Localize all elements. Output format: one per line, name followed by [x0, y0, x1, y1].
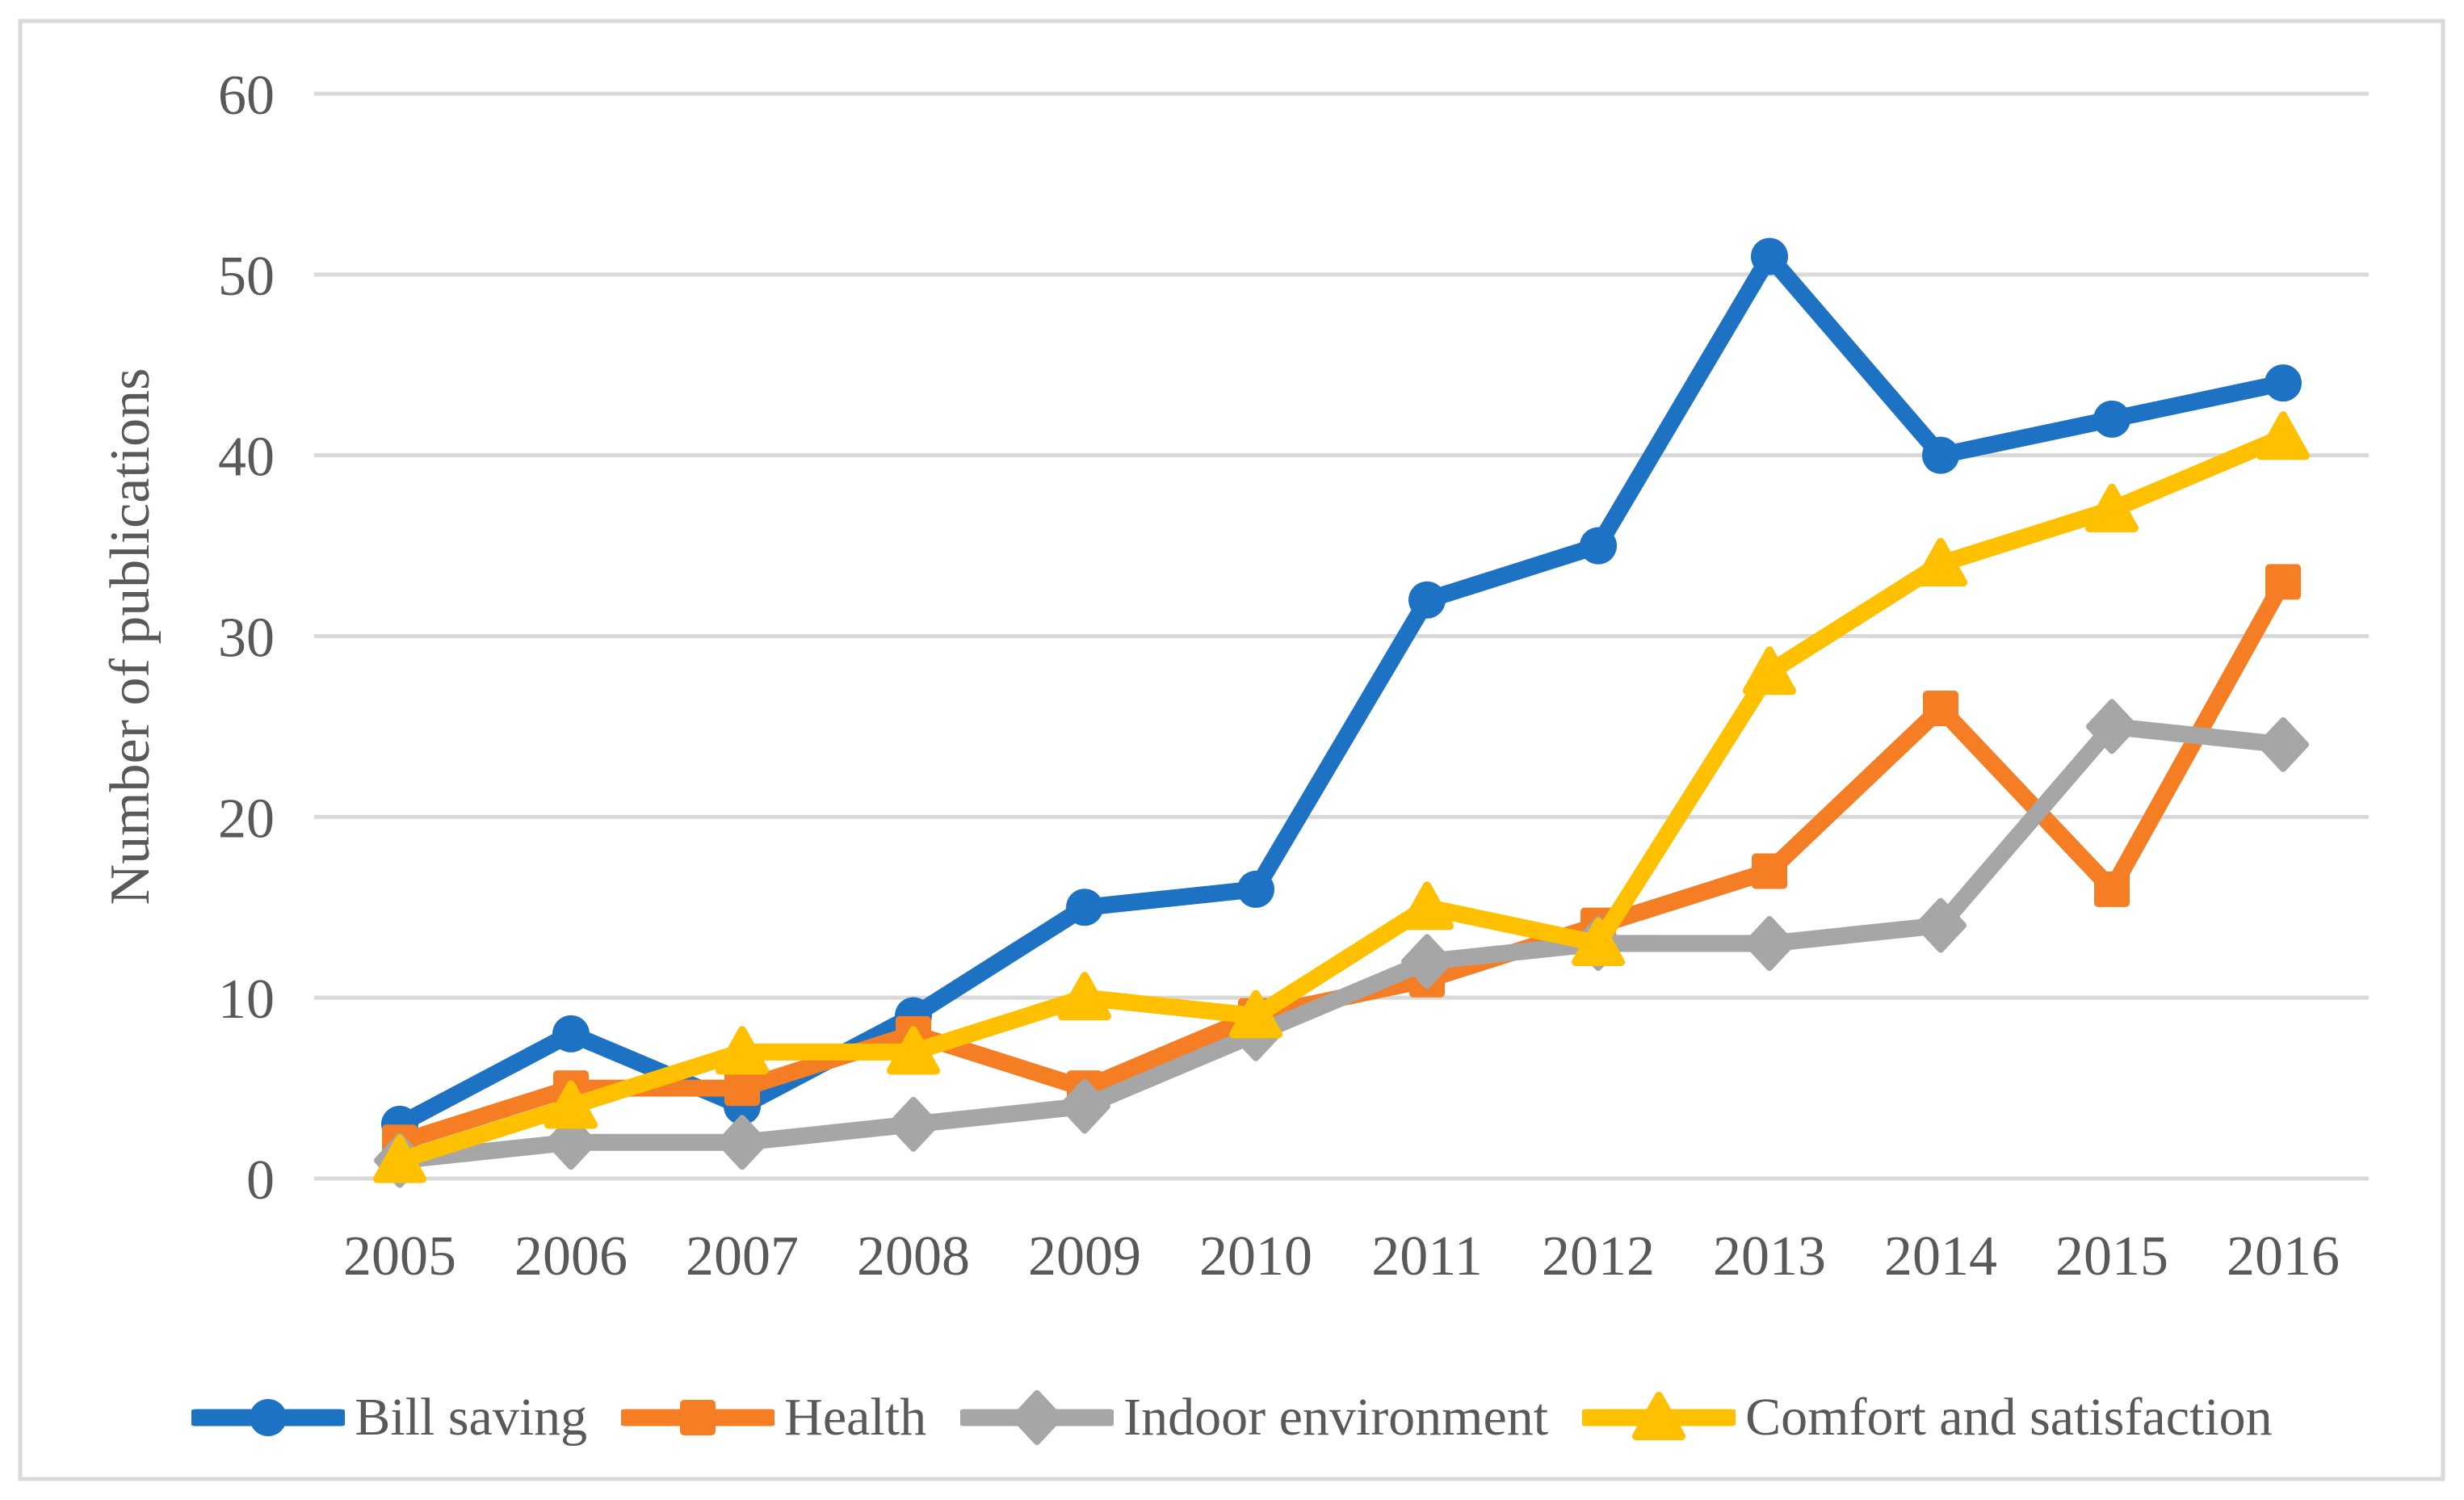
x-tick-label: 2016 [2227, 1225, 2340, 1288]
legend-marker-bill-saving-icon [191, 1399, 346, 1436]
marker-comfort-and-satisfaction [1058, 972, 1111, 1021]
marker-comfort-and-satisfaction [2085, 483, 2139, 532]
legend-marker-comfort-and-satisfaction [1632, 1392, 1686, 1440]
marker-bill-saving [1408, 581, 1446, 619]
marker-bill-saving [1237, 870, 1274, 908]
marker-comfort-and-satisfaction [373, 1134, 426, 1183]
y-tick-label: 50 [218, 246, 275, 308]
marker-indoor-environment [1401, 934, 1453, 989]
legend-item-indoor-environment: Indoor environment [960, 1389, 1548, 1446]
marker-indoor-environment [716, 1115, 768, 1170]
marker-comfort-and-satisfaction [1914, 537, 1967, 586]
x-tick-label: 2015 [2055, 1225, 2168, 1288]
marker-comfort-and-satisfaction [1743, 646, 1796, 695]
legend-label-health: Health [784, 1388, 927, 1447]
legend-marker-comfort-and-satisfaction-icon [1582, 1392, 1736, 1440]
marker-indoor-environment [888, 1096, 939, 1152]
series-bill-saving [381, 237, 2302, 1143]
marker-comfort-and-satisfaction [716, 1026, 769, 1075]
legend-marker-indoor-environment-icon [960, 1390, 1114, 1445]
legend-item-comfort-and-satisfaction: Comfort and satisfaction [1582, 1389, 2273, 1446]
legend-marker-indoor-environment [1011, 1390, 1064, 1445]
x-tick-label: 2008 [857, 1225, 970, 1288]
y-tick-label: 0 [246, 1149, 275, 1212]
x-tick-label: 2012 [1542, 1225, 1655, 1288]
y-tick-label: 30 [218, 607, 275, 670]
series-comfort-and-satisfaction [373, 411, 2310, 1183]
marker-indoor-environment [2257, 716, 2309, 772]
marker-indoor-environment [545, 1115, 597, 1170]
legend-marker-health-icon [621, 1400, 775, 1435]
marker-comfort-and-satisfaction [544, 1080, 598, 1129]
marker-bill-saving [1751, 237, 1788, 275]
legend-label-indoor-environment: Indoor environment [1123, 1388, 1549, 1447]
gridlines [314, 91, 2369, 1181]
marker-health [724, 1070, 760, 1107]
legend-marker-health [680, 1400, 716, 1435]
y-axis-tick-labels: 0 10 20 30 40 50 60 [218, 65, 275, 1212]
legend-label-bill-saving: Bill saving [355, 1388, 588, 1447]
y-tick-label: 40 [218, 426, 275, 489]
x-tick-label: 2013 [1713, 1225, 1826, 1288]
marker-health [1752, 853, 1787, 889]
x-tick-label: 2007 [686, 1225, 799, 1288]
x-tick-label: 2011 [1371, 1225, 1482, 1288]
marker-bill-saving [1580, 527, 1617, 565]
x-tick-label: 2005 [343, 1225, 456, 1288]
marker-bill-saving [2093, 400, 2130, 438]
x-tick-label: 2014 [1884, 1225, 1997, 1288]
legend: Bill saving Health Indoor environment Comfo… [0, 1373, 2464, 1462]
marker-comfort-and-satisfaction [1400, 881, 1454, 931]
x-tick-label: 2010 [1199, 1225, 1312, 1288]
series-line-indoor-environment [391, 717, 2292, 1170]
legend-marker-bill-saving [250, 1399, 288, 1436]
marker-bill-saving [552, 1015, 590, 1053]
marker-comfort-and-satisfaction [2256, 411, 2310, 460]
marker-comfort-and-satisfaction [1572, 918, 1625, 967]
marker-health [2094, 871, 2130, 907]
data-series [373, 237, 2310, 1188]
marker-bill-saving [1066, 889, 1103, 926]
marker-health [1923, 691, 1958, 727]
legend-item-bill-saving: Bill saving [191, 1389, 587, 1446]
marker-indoor-environment [1059, 1078, 1110, 1134]
y-tick-label: 10 [218, 968, 275, 1031]
figure-border [18, 19, 2445, 1481]
marker-indoor-environment [1744, 916, 1795, 972]
x-tick-label: 2009 [1028, 1225, 1141, 1288]
series-line-comfort-and-satisfaction [391, 428, 2292, 1170]
y-axis-title: Number of publications [99, 368, 162, 905]
marker-bill-saving [1922, 436, 1959, 474]
legend-label-comfort-and-satisfaction: Comfort and satisfaction [1745, 1388, 2273, 1447]
marker-comfort-and-satisfaction [1229, 989, 1282, 1039]
marker-comfort-and-satisfaction [887, 1026, 940, 1075]
series-indoor-environment [374, 699, 2309, 1188]
marker-indoor-environment [1915, 897, 1967, 953]
y-tick-label: 60 [218, 65, 275, 127]
marker-bill-saving [2265, 364, 2302, 402]
y-tick-label: 20 [218, 788, 275, 850]
marker-indoor-environment [2086, 699, 2138, 754]
marker-health [2265, 564, 2301, 600]
legend-item-health: Health [621, 1389, 926, 1446]
x-tick-label: 2006 [514, 1225, 628, 1288]
x-axis-tick-labels: 2005 2006 2007 2008 2009 2010 2011 2012 2013 2014… [343, 1225, 2340, 1288]
